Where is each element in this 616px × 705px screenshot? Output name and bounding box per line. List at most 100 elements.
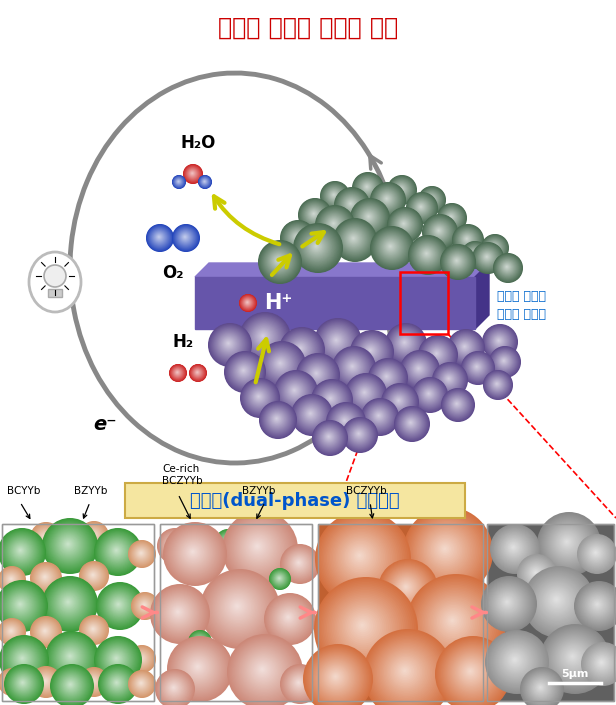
Circle shape	[349, 377, 383, 410]
Circle shape	[14, 598, 28, 611]
Circle shape	[241, 648, 286, 694]
Circle shape	[408, 575, 505, 672]
Circle shape	[6, 642, 41, 677]
Circle shape	[359, 207, 380, 228]
Circle shape	[371, 408, 387, 424]
Circle shape	[245, 651, 283, 689]
Circle shape	[160, 594, 198, 632]
Circle shape	[308, 238, 325, 255]
Circle shape	[173, 532, 216, 575]
Circle shape	[10, 540, 32, 563]
Circle shape	[473, 243, 503, 273]
Circle shape	[491, 333, 508, 350]
Circle shape	[200, 177, 210, 187]
Circle shape	[298, 345, 303, 351]
Circle shape	[461, 351, 495, 385]
Circle shape	[466, 246, 484, 264]
Circle shape	[83, 525, 105, 546]
Circle shape	[86, 529, 100, 542]
Circle shape	[541, 625, 609, 693]
Circle shape	[322, 212, 347, 238]
Circle shape	[108, 542, 126, 560]
Circle shape	[41, 573, 49, 581]
Circle shape	[318, 322, 357, 361]
Circle shape	[95, 637, 141, 683]
Circle shape	[322, 429, 337, 445]
Circle shape	[397, 577, 416, 598]
Circle shape	[495, 382, 498, 386]
Circle shape	[380, 192, 394, 207]
Bar	[195, 277, 475, 329]
Circle shape	[326, 331, 347, 351]
Circle shape	[349, 363, 356, 370]
Circle shape	[423, 388, 436, 400]
Circle shape	[354, 333, 390, 370]
Circle shape	[240, 313, 290, 362]
Circle shape	[326, 435, 331, 439]
Circle shape	[390, 328, 421, 359]
Circle shape	[502, 359, 506, 362]
Circle shape	[530, 568, 541, 578]
Circle shape	[301, 231, 334, 264]
Circle shape	[322, 183, 347, 208]
Circle shape	[442, 208, 461, 227]
Circle shape	[236, 363, 252, 379]
Circle shape	[543, 518, 594, 569]
Circle shape	[313, 654, 362, 703]
Circle shape	[5, 641, 42, 678]
Circle shape	[265, 247, 293, 275]
Circle shape	[19, 655, 26, 662]
Circle shape	[68, 654, 72, 658]
Circle shape	[467, 357, 488, 378]
Circle shape	[175, 178, 182, 185]
Circle shape	[537, 580, 580, 623]
Circle shape	[381, 192, 394, 206]
Circle shape	[190, 548, 196, 555]
Circle shape	[288, 336, 315, 363]
Circle shape	[448, 214, 453, 219]
Circle shape	[368, 358, 408, 398]
Circle shape	[262, 405, 293, 435]
Circle shape	[373, 185, 402, 214]
Circle shape	[494, 351, 515, 372]
Circle shape	[490, 333, 508, 350]
Circle shape	[580, 537, 614, 571]
Circle shape	[400, 350, 440, 390]
Circle shape	[172, 176, 185, 188]
Circle shape	[235, 362, 253, 380]
Circle shape	[472, 362, 482, 372]
Circle shape	[166, 537, 182, 553]
Circle shape	[314, 243, 319, 249]
Circle shape	[455, 336, 476, 358]
Circle shape	[344, 230, 363, 248]
Circle shape	[472, 362, 482, 372]
Circle shape	[406, 418, 416, 428]
Circle shape	[396, 216, 413, 233]
Circle shape	[440, 544, 450, 553]
Circle shape	[407, 419, 415, 427]
Circle shape	[458, 340, 472, 354]
Circle shape	[426, 218, 453, 245]
Circle shape	[164, 536, 184, 555]
Circle shape	[169, 364, 187, 382]
Circle shape	[288, 384, 301, 397]
Circle shape	[347, 201, 354, 207]
Circle shape	[386, 566, 429, 611]
Circle shape	[418, 203, 424, 211]
Circle shape	[334, 188, 370, 223]
Circle shape	[296, 235, 298, 238]
Circle shape	[474, 364, 480, 370]
Circle shape	[511, 545, 516, 550]
Circle shape	[91, 678, 95, 684]
Circle shape	[342, 195, 360, 213]
Circle shape	[397, 399, 400, 403]
Circle shape	[137, 680, 145, 687]
Circle shape	[391, 329, 421, 359]
Circle shape	[284, 380, 306, 403]
Circle shape	[0, 668, 25, 696]
Circle shape	[240, 529, 278, 567]
Circle shape	[490, 348, 519, 376]
Circle shape	[336, 350, 371, 385]
Circle shape	[130, 541, 154, 566]
Circle shape	[168, 637, 232, 701]
